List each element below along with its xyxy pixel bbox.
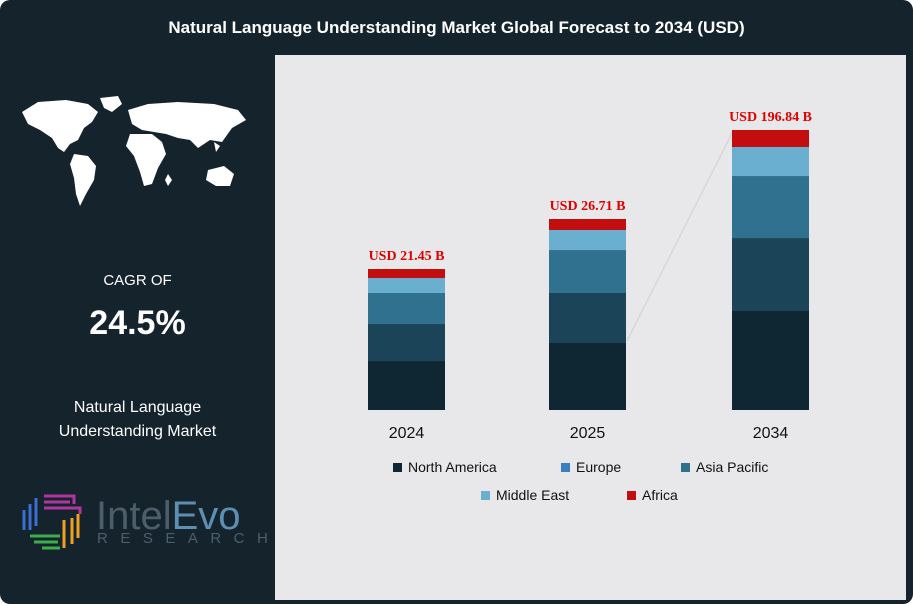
legend-swatch: [481, 490, 490, 500]
logo-main: Intel: [96, 494, 172, 538]
stacked-bar-chart: USD 21.45 B 2024 USD 26.71 B 2025 USD 196.84…: [368, 110, 812, 442]
legend-item: Africa: [627, 487, 678, 503]
bar-segment-2034-asia-pacific: [732, 176, 809, 239]
trend-line: [626, 132, 733, 342]
logo-accent: Evo: [171, 494, 241, 538]
x-tick-label: 2024: [389, 425, 425, 442]
total-label: USD 26.71 B: [550, 199, 626, 214]
bar-segment-2034-middle-east: [732, 146, 809, 177]
bar-segment-2025-middle-east: [549, 230, 626, 251]
x-tick-label: 2025: [570, 425, 606, 442]
chart-title: Natural Language Understanding Market Gl…: [168, 18, 745, 37]
cagr-value: 24.5%: [89, 304, 186, 342]
left-panel: CAGR OF 24.5% Natural Language Understan…: [0, 54, 275, 604]
legend-label: Europe: [576, 459, 622, 475]
cagr-label: CAGR OF: [103, 272, 172, 289]
bar-segment-2025-africa: [549, 219, 626, 231]
bar-segment-2025-asia-pacific: [549, 250, 626, 294]
chart-panel: USD 21.45 B 2024 USD 26.71 B 2025 USD 196.84…: [275, 55, 906, 600]
logo-subtitle: RESEARCH: [97, 530, 281, 547]
legend-swatch: [627, 490, 636, 500]
market-name: Natural Language Understanding Market: [0, 396, 275, 444]
bar-segment-2024-north-america: [368, 361, 445, 410]
bar-segment-2025-north-america: [549, 342, 626, 410]
legend-label: Middle East: [496, 487, 570, 503]
legend-swatch: [561, 462, 570, 472]
bar-segment-2024-africa: [368, 269, 445, 279]
total-label: USD 196.84 B: [729, 110, 812, 125]
world-map-icon: [22, 96, 246, 206]
bar-segment-2024-middle-east: [368, 278, 445, 293]
total-label: USD 21.45 B: [369, 249, 445, 264]
bar-segment-2025-europe: [549, 293, 626, 343]
bar-segment-2034-north-america: [732, 311, 809, 410]
legend-item: Middle East: [481, 487, 569, 503]
legend-item: Europe: [561, 459, 621, 475]
legend-item: North America: [393, 459, 497, 475]
x-tick-label: 2034: [753, 425, 789, 442]
bar-segment-2024-europe: [368, 324, 445, 362]
market-name-line2: Understanding Market: [58, 423, 217, 440]
bar-segment-2034-africa: [732, 130, 809, 147]
intelevo-logo-icon: [22, 494, 82, 550]
bar-segment-2024-asia-pacific: [368, 292, 445, 325]
legend-label: Africa: [642, 487, 678, 503]
legend-label: North America: [408, 459, 497, 475]
logo-wordmark: IntelEvo: [96, 494, 241, 539]
bar-segment-2034-europe: [732, 238, 809, 312]
legend-label: Asia Pacific: [696, 459, 769, 475]
market-name-line1: Natural Language: [73, 399, 202, 416]
legend-swatch: [393, 462, 402, 472]
legend-item: Asia Pacific: [681, 459, 768, 475]
legend-swatch: [681, 462, 690, 472]
